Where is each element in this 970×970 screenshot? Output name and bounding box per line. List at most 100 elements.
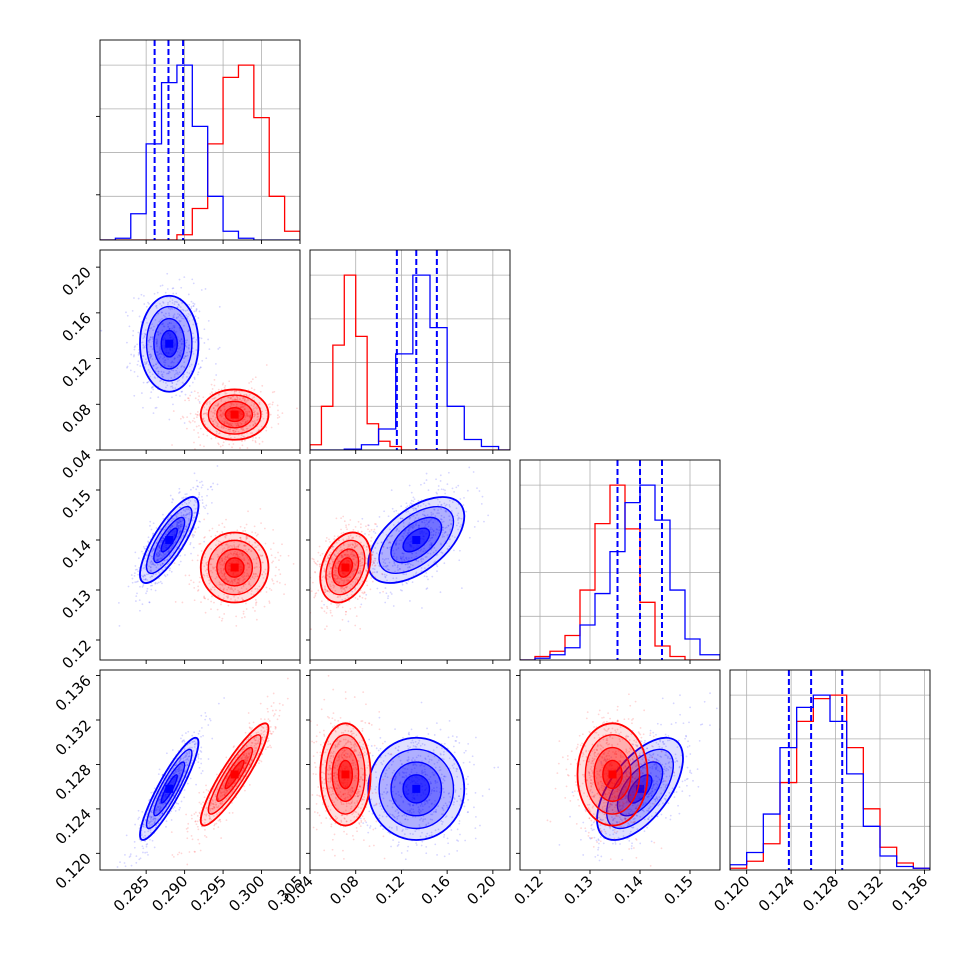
scatter-point <box>177 526 180 529</box>
scatter-point <box>236 581 239 584</box>
scatter-point <box>133 297 135 299</box>
scatter-point <box>141 845 144 848</box>
scatter-point <box>177 354 180 357</box>
scatter-point <box>249 424 251 427</box>
scatter-point <box>133 572 136 575</box>
scatter-point <box>255 562 258 565</box>
scatter-point <box>389 591 392 594</box>
scatter-point <box>151 336 154 338</box>
scatter-point <box>361 596 364 599</box>
scatter-point <box>240 422 243 425</box>
scatter-point <box>258 436 261 439</box>
scatter-point <box>244 544 247 547</box>
scatter-point <box>238 590 241 593</box>
scatter-point <box>175 383 178 386</box>
scatter-point <box>356 598 359 600</box>
scatter-point <box>188 372 191 375</box>
scatter-point <box>241 554 244 557</box>
scatter-point <box>339 546 342 548</box>
scatter-point <box>167 523 170 526</box>
scatter-point <box>210 548 212 550</box>
scatter-point <box>225 534 228 537</box>
scatter-point <box>237 591 240 594</box>
scatter-point <box>427 521 430 524</box>
scatter-point <box>217 443 220 446</box>
scatter-point <box>159 798 161 801</box>
scatter-point <box>193 336 195 339</box>
scatter-point <box>207 319 210 322</box>
scatter-point <box>144 566 146 569</box>
scatter-point <box>207 576 209 579</box>
scatter-point <box>150 816 153 819</box>
scatter-point <box>153 821 156 824</box>
scatter-point <box>157 552 160 554</box>
scatter-point <box>433 508 436 511</box>
scatter-point <box>211 420 214 423</box>
scatter-point <box>325 536 328 539</box>
scatter-point <box>153 292 156 295</box>
scatter-point <box>272 529 275 531</box>
scatter-point <box>185 502 188 505</box>
scatter-point <box>179 320 182 322</box>
scatter-point <box>451 501 454 504</box>
scatter-point <box>249 415 252 418</box>
scatter-point <box>173 330 176 333</box>
scatter-point <box>334 574 337 576</box>
scatter-point <box>192 352 195 355</box>
scatter-point <box>178 522 180 525</box>
scatter-point <box>328 572 331 575</box>
scatter-point <box>256 587 259 590</box>
scatter-point <box>243 429 246 432</box>
scatter-point <box>223 386 226 389</box>
scatter-point <box>151 561 154 564</box>
scatter-point <box>367 528 369 531</box>
scatter-point <box>138 816 141 819</box>
scatter-point <box>144 564 147 567</box>
scatter-point <box>345 553 348 556</box>
scatter-point <box>407 526 410 529</box>
scatter-point <box>208 582 211 585</box>
scatter-point <box>223 421 226 424</box>
scatter-point <box>348 537 351 539</box>
scatter-point <box>182 416 185 419</box>
scatter-point <box>385 564 388 567</box>
scatter-point <box>202 573 205 576</box>
scatter-point <box>388 568 390 571</box>
scatter-point <box>162 537 164 539</box>
scatter-point <box>194 499 196 502</box>
scatter-point <box>325 625 328 628</box>
scatter-point <box>385 565 388 568</box>
scatter-point <box>212 558 214 560</box>
scatter-point <box>405 563 407 566</box>
scatter-point <box>178 354 181 357</box>
scatter-point <box>157 571 160 574</box>
scatter-point <box>392 605 395 607</box>
scatter-point <box>389 542 392 544</box>
scatter-point <box>155 363 157 366</box>
scatter-point <box>261 384 264 387</box>
scatter-point <box>319 554 322 557</box>
scatter-point <box>184 516 187 519</box>
scatter-point <box>256 413 259 416</box>
scatter-point <box>148 338 151 341</box>
scatter-point <box>334 564 336 567</box>
scatter-point <box>199 427 202 430</box>
scatter-point <box>349 534 352 537</box>
scatter-point <box>354 581 357 584</box>
scatter-point <box>384 565 387 568</box>
scatter-point <box>247 559 250 561</box>
scatter-point <box>317 589 320 592</box>
scatter-point <box>223 417 225 420</box>
scatter-point <box>395 544 397 547</box>
scatter-point <box>144 574 147 577</box>
scatter-point <box>211 737 214 740</box>
scatter-point <box>444 510 447 512</box>
scatter-point <box>272 582 275 585</box>
scatter-point <box>258 428 261 431</box>
scatter-point <box>334 575 337 577</box>
scatter-point <box>420 558 422 561</box>
scatter-point <box>355 568 357 571</box>
scatter-point <box>150 327 153 329</box>
scatter-point <box>417 504 420 507</box>
scatter-point <box>400 557 403 560</box>
